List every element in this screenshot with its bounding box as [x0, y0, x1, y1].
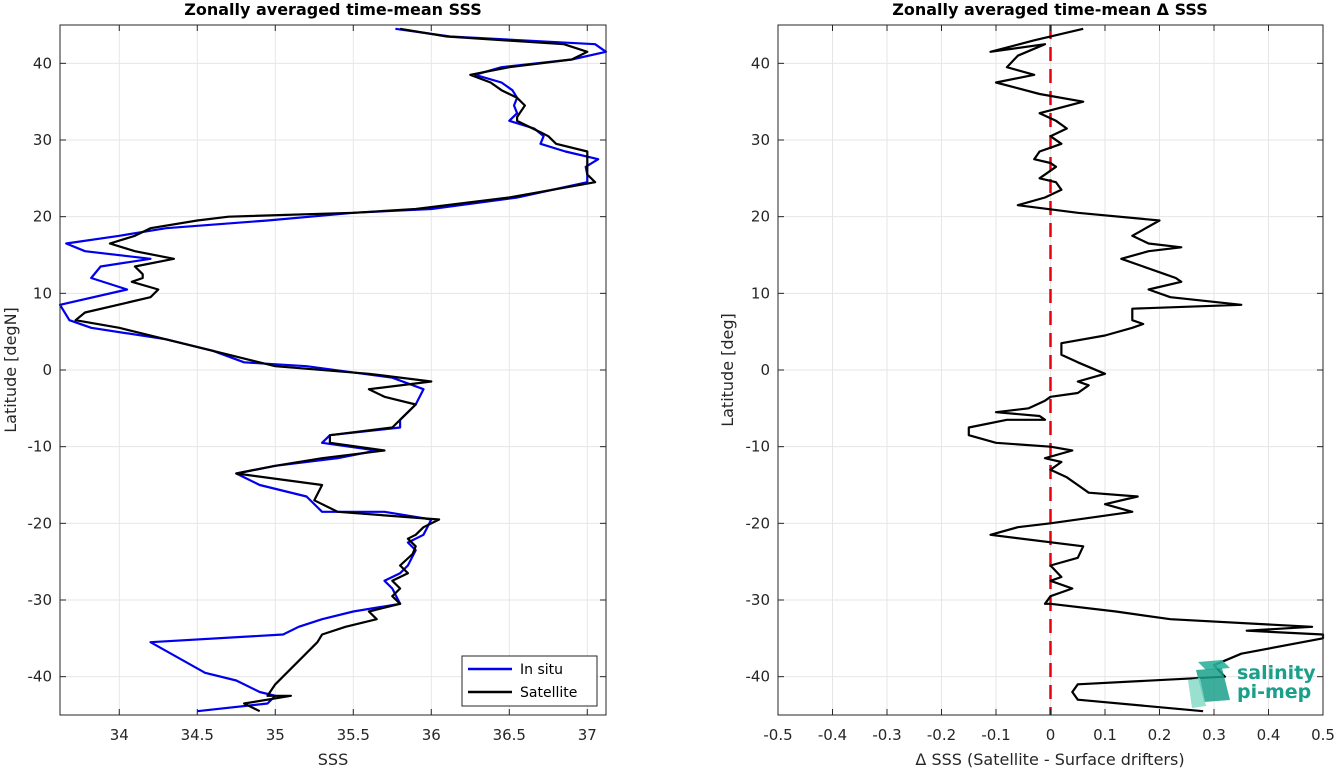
- y-tick-label: -40: [28, 668, 53, 686]
- y-tick-label: 40: [751, 54, 770, 72]
- logo-text-salinity: salinity: [1237, 662, 1316, 684]
- y-tick-label: -10: [746, 438, 771, 456]
- series-right: [967, 27, 1325, 713]
- x-tick-label: -0.5: [763, 726, 792, 744]
- series-left: [58, 27, 608, 713]
- legend-box: [461, 655, 598, 707]
- y-tick-label: 10: [33, 284, 52, 302]
- y-tick-label: -20: [28, 514, 53, 532]
- x-tick-label: 0.1: [1093, 726, 1117, 744]
- series-line-satellite: [74, 27, 597, 713]
- ticks-left: 34 34.5 35 35.5 36 36.5 37 -40 -30 -20 -10 0 10 20 30 4…: [28, 25, 606, 744]
- y-tick-label: 10: [751, 284, 770, 302]
- y-tick-label: -30: [28, 591, 53, 609]
- x-tick-label: 0.4: [1257, 726, 1281, 744]
- x-tick-label: 35.5: [337, 726, 370, 744]
- x-tick-label: 34: [110, 726, 129, 744]
- x-tick-label: 35: [266, 726, 285, 744]
- y-tick-label: 40: [33, 54, 52, 72]
- y-tick-label: 0: [42, 361, 52, 379]
- series-line-delta-sss: [967, 27, 1325, 713]
- salinity-pi-mep-logo: salinity pi-mep: [1188, 660, 1316, 708]
- y-tick-label: 20: [751, 208, 770, 226]
- y-tick-label: -10: [28, 438, 53, 456]
- x-tick-label: -0.4: [818, 726, 847, 744]
- xlabel-right: Δ SSS (Satellite - Surface drifters): [915, 750, 1184, 769]
- y-tick-label: 0: [760, 361, 770, 379]
- logo-mark-side: [1188, 678, 1206, 708]
- x-tick-label: 0: [1046, 726, 1056, 744]
- x-tick-label: 0.2: [1148, 726, 1172, 744]
- y-tick-label: -30: [746, 591, 771, 609]
- ticks-right: -0.5 -0.4 -0.3 -0.2 -0.1 0 0.1 0.2 0.3 0.4 0.5 -40 -…: [746, 25, 1335, 744]
- ylabel-left: Latitude [degN]: [1, 307, 20, 433]
- x-tick-label: 37: [578, 726, 597, 744]
- x-tick-label: 0.5: [1311, 726, 1335, 744]
- y-tick-label: 20: [33, 208, 52, 226]
- y-tick-label: 30: [751, 131, 770, 149]
- y-tick-label: -40: [746, 668, 771, 686]
- panel-zonal-sss: 34 34.5 35 35.5 36 36.5 37 -40 -30 -20 -10 0 10 20 30 4…: [1, 0, 608, 769]
- title-right: Zonally averaged time-mean Δ SSS: [892, 0, 1208, 19]
- logo-text-pi-mep: pi-mep: [1237, 681, 1311, 703]
- logo-mark-top: [1198, 660, 1230, 670]
- logo-mark-front: [1196, 668, 1230, 702]
- x-tick-label: 34.5: [181, 726, 214, 744]
- legend-label-satellite: Satellite: [520, 685, 577, 701]
- grid-left: [60, 25, 606, 715]
- x-tick-label: 36.5: [493, 726, 526, 744]
- x-tick-label: -0.3: [872, 726, 901, 744]
- x-tick-label: -0.2: [927, 726, 956, 744]
- xlabel-left: SSS: [318, 750, 348, 769]
- legend-label-in-situ: In situ: [520, 662, 563, 678]
- y-tick-label: 30: [33, 131, 52, 149]
- x-tick-label: -0.1: [981, 726, 1010, 744]
- legend: In situ Satellite: [461, 655, 598, 707]
- x-tick-label: 36: [422, 726, 441, 744]
- ylabel-right: Latitude [deg]: [718, 313, 737, 427]
- y-tick-label: -20: [746, 514, 771, 532]
- x-tick-label: 0.3: [1202, 726, 1226, 744]
- title-left: Zonally averaged time-mean SSS: [184, 0, 482, 19]
- panel-delta-sss: -0.5 -0.4 -0.3 -0.2 -0.1 0 0.1 0.2 0.3 0.4 0.5 -40 -…: [718, 0, 1335, 769]
